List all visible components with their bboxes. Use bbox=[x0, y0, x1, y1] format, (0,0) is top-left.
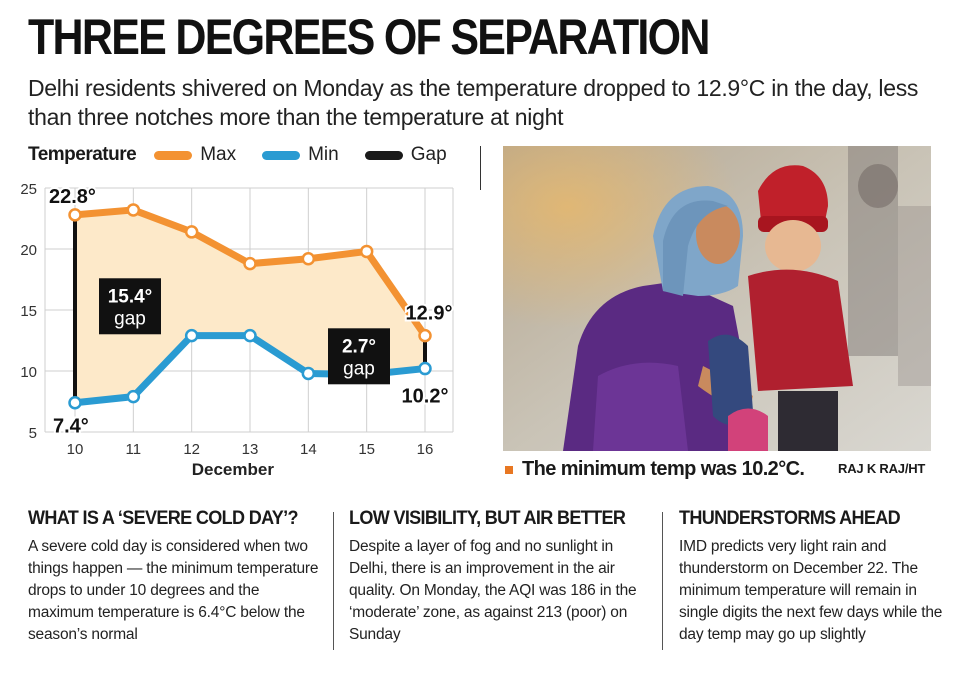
column-title: LOW VISIBILITY, BUT AIR BETTER bbox=[349, 508, 626, 529]
x-axis-label: December bbox=[192, 460, 275, 479]
column-severe-cold: WHAT IS A ‘SEVERE COLD DAY’? A severe co… bbox=[28, 508, 328, 646]
caption-text: The minimum temp was 10.2°C. bbox=[522, 458, 805, 480]
legend-swatch-min bbox=[262, 150, 301, 160]
data-point-max bbox=[243, 256, 257, 271]
x-tick-label: 11 bbox=[126, 441, 142, 458]
gap-label-box bbox=[99, 278, 161, 335]
data-point-max bbox=[359, 244, 374, 259]
gap-label-word: gap bbox=[114, 308, 146, 329]
gap-label-value: 15.4° bbox=[108, 286, 153, 307]
column-body: A severe cold day is considered when two… bbox=[28, 538, 319, 643]
legend-swatch-gap bbox=[364, 150, 403, 160]
y-tick-label: 10 bbox=[20, 364, 37, 381]
data-point-min bbox=[126, 389, 141, 404]
x-tick-label: 12 bbox=[183, 441, 200, 458]
legend-label-min: Min bbox=[308, 144, 339, 165]
column-visibility: LOW VISIBILITY, BUT AIR BETTER Despite a… bbox=[349, 508, 649, 646]
column-divider bbox=[333, 512, 334, 650]
column-body: Despite a layer of fog and no sunlight i… bbox=[349, 538, 637, 643]
legend-title: Temperature bbox=[28, 144, 137, 165]
subhead: Delhi residents shivered on Monday as th… bbox=[28, 75, 919, 130]
x-tick-label: 13 bbox=[242, 441, 259, 458]
gap-label-value: 2.7° bbox=[342, 336, 376, 357]
data-point-max bbox=[68, 208, 82, 222]
photo-caption: The minimum temp was 10.2°C. RAJ K RAJ/H… bbox=[505, 458, 925, 481]
photo-illustration bbox=[503, 146, 931, 451]
data-point-min bbox=[243, 328, 257, 343]
legend-label-gap: Gap bbox=[410, 144, 447, 165]
y-tick-label: 25 bbox=[20, 181, 37, 198]
column-title: THUNDERSTORMS AHEAD bbox=[679, 508, 901, 529]
data-point-min bbox=[68, 395, 82, 410]
x-tick-label: 14 bbox=[300, 441, 317, 458]
caption-bullet-icon bbox=[505, 465, 513, 474]
header-divider bbox=[480, 146, 481, 190]
data-point-max bbox=[126, 203, 141, 217]
data-point-max bbox=[301, 252, 316, 266]
gap-label-word: gap bbox=[343, 358, 375, 379]
data-point-min bbox=[184, 328, 199, 343]
photo-credit: RAJ K RAJ/HT bbox=[838, 461, 926, 476]
column-title: WHAT IS A ‘SEVERE COLD DAY’? bbox=[28, 508, 299, 529]
column-thunderstorms: THUNDERSTORMS AHEAD IMD predicts very li… bbox=[679, 508, 949, 646]
legend-label-max: Max bbox=[200, 144, 237, 165]
x-tick-label: 15 bbox=[358, 441, 375, 458]
data-label: 12.9° bbox=[406, 303, 453, 325]
data-point-max bbox=[184, 225, 199, 239]
chart-legend: Temperature Max Min Gap bbox=[28, 142, 473, 168]
headline: THREE DEGREES OF SEPARATION bbox=[28, 9, 710, 65]
column-divider bbox=[662, 512, 663, 650]
data-point-min bbox=[418, 361, 432, 376]
data-point-min bbox=[301, 366, 316, 381]
y-tick-label: 15 bbox=[20, 303, 37, 320]
x-tick-label: 16 bbox=[417, 441, 434, 458]
data-label: 10.2° bbox=[402, 386, 449, 408]
y-tick-label: 20 bbox=[20, 242, 37, 259]
photo-mother-child bbox=[503, 146, 931, 451]
data-point-max bbox=[418, 328, 432, 343]
gap-label-box bbox=[328, 328, 390, 385]
data-label: 7.4° bbox=[53, 416, 89, 438]
y-tick-label: 5 bbox=[29, 425, 37, 442]
legend-swatch-max bbox=[154, 150, 193, 160]
column-body: IMD predicts very light rain and thunder… bbox=[679, 538, 943, 643]
x-tick-label: 10 bbox=[67, 441, 84, 458]
data-label: 22.8° bbox=[49, 186, 96, 208]
